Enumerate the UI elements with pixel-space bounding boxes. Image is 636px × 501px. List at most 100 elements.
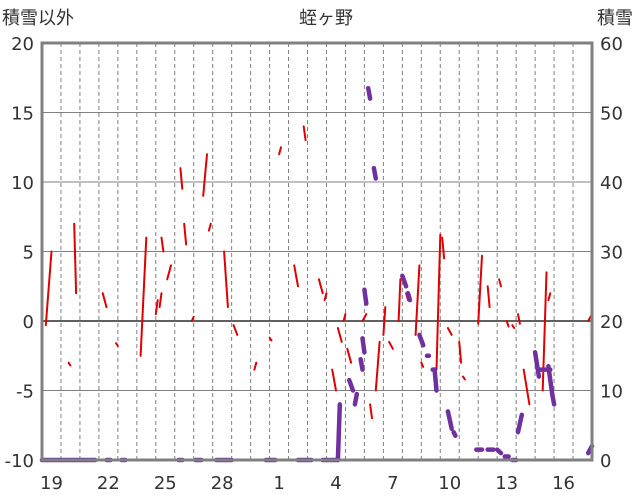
snow_depth-segment	[360, 336, 367, 355]
x-tick-label: 7	[387, 473, 398, 494]
temperature-segment	[435, 233, 442, 371]
snow_depth-segment	[546, 363, 555, 397]
temperature-segment	[73, 222, 78, 295]
left-y-tick-label: -10	[5, 451, 34, 472]
temperature-segment	[486, 285, 491, 309]
temperature-segment	[232, 324, 239, 336]
temperature-segment	[331, 368, 337, 392]
right-y-tick-label: 30	[600, 243, 623, 264]
temperature-segment	[505, 320, 510, 328]
temperature-segment	[441, 236, 446, 260]
snow_depth-segment	[494, 447, 504, 456]
temperature-segment	[166, 264, 172, 281]
temperature-segment	[517, 313, 521, 325]
temperature-segment	[160, 236, 165, 253]
temperature-segment	[462, 375, 466, 381]
right-y-tick-label: 0	[600, 451, 611, 472]
temperature-segment	[374, 340, 381, 392]
x-tick-label: 16	[552, 473, 575, 494]
temperature-segment	[361, 313, 368, 322]
temperature-segment	[388, 340, 394, 350]
left-y-tick-label: 20	[11, 34, 34, 55]
temperature-segment	[477, 254, 483, 325]
temperature-segment	[522, 368, 531, 406]
snow_depth-segment	[432, 367, 439, 393]
temperature-segment	[154, 299, 159, 316]
x-tick-label: 19	[40, 473, 63, 494]
right-y-tick-label: 40	[600, 173, 623, 194]
temperature-segment	[446, 327, 453, 336]
snow_depth-segment	[532, 350, 542, 379]
snow_depth-segment	[358, 356, 365, 372]
x-tick-label: 1	[273, 473, 284, 494]
left-y-tick-label: 5	[23, 243, 34, 264]
temperature-segment	[458, 340, 463, 364]
right-axis-label: 積雪	[597, 8, 633, 29]
left-axis-label: 積雪以外	[2, 8, 74, 29]
snow_depth-segment	[405, 290, 413, 303]
temperature-segment	[420, 361, 425, 368]
snow_depth-series	[39, 85, 595, 463]
temperature-segment	[44, 250, 53, 327]
right-y-tick-label: 10	[600, 382, 623, 403]
snow_depth-segment	[515, 412, 525, 435]
temperature-segment	[498, 278, 502, 288]
temperature-segment	[317, 278, 324, 295]
temperature-segment	[158, 292, 163, 309]
temperature-segment	[268, 336, 273, 342]
temperature-segment	[278, 146, 282, 156]
temperature-segment	[323, 292, 328, 302]
x-tick-label: 25	[154, 473, 177, 494]
snow_depth-segment	[346, 377, 356, 393]
temperature-segment	[183, 222, 188, 246]
temperature-segment	[139, 236, 148, 357]
snow_depth-segment	[549, 391, 557, 407]
snow_depth-segment	[352, 391, 360, 407]
x-tick-label: 13	[495, 473, 518, 494]
temperature-segment	[302, 125, 307, 142]
temperature-segment	[179, 167, 184, 190]
temperature-segment	[190, 315, 195, 322]
temperature-segment	[101, 292, 108, 309]
snow_depth-segment	[400, 273, 409, 289]
temperature-segment	[414, 264, 421, 336]
temperature-segment	[369, 403, 373, 420]
temperature-segment	[397, 278, 402, 322]
snow_depth-segment	[371, 165, 379, 181]
temperature-segment	[293, 264, 299, 288]
snow_depth-segment	[362, 287, 369, 306]
temperature-series	[44, 125, 593, 420]
snow_depth-segment	[445, 409, 454, 431]
temperature-segment	[511, 324, 516, 329]
temperature-segment	[223, 250, 229, 309]
x-tick-label: 22	[97, 473, 120, 494]
x-tick-label: 28	[211, 473, 234, 494]
temperature-segment	[207, 222, 212, 232]
temperature-segment	[547, 292, 552, 302]
snow_depth-segment	[335, 402, 343, 463]
temperature-segment	[346, 347, 353, 364]
series-layer	[39, 85, 595, 463]
snow_depth-segment	[417, 332, 426, 348]
right-y-tick-label: 60	[600, 34, 623, 55]
temperature-segment	[342, 313, 347, 322]
snow_depth-segment	[451, 429, 458, 438]
plot-frame	[40, 41, 594, 462]
right-y-tick-label: 50	[600, 104, 623, 125]
left-y-tick-label: 10	[11, 173, 34, 194]
temperature-segment	[336, 327, 343, 343]
snow_depth-segment	[365, 85, 373, 101]
temperature-segment	[382, 306, 387, 336]
x-tick-label: 4	[330, 473, 341, 494]
temperature-segment	[202, 153, 208, 197]
left-y-tick-label: -5	[16, 382, 34, 403]
left-y-tick-label: 15	[11, 104, 34, 125]
chart-title: 蛭ヶ野	[299, 8, 353, 29]
temperature-segment	[541, 271, 548, 392]
temperature-segment	[67, 361, 72, 367]
temperature-segment	[115, 342, 119, 347]
left-y-tick-label: 0	[23, 312, 34, 333]
right-y-tick-label: 20	[600, 312, 623, 333]
